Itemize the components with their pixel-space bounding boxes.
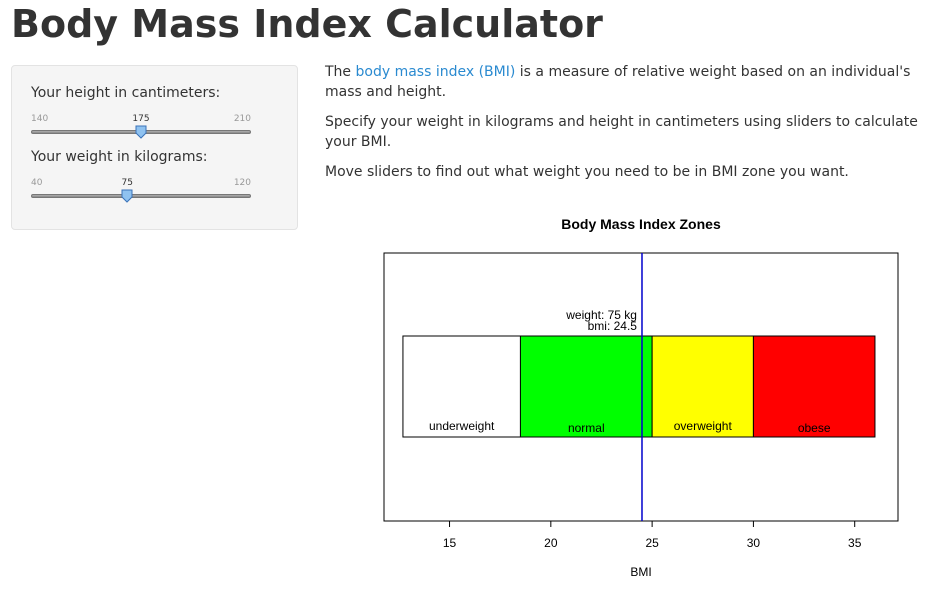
weight-slider[interactable]: 40 75 120: [31, 178, 251, 218]
sidebar-panel: Your height in cantimeters: 140 175 210 …: [11, 65, 298, 230]
marker-bmi-label: bmi: 24.5: [588, 319, 638, 333]
instructions-paragraph: Specify your weight in kilograms and hei…: [325, 114, 918, 150]
zones-group: underweight normal overweight obese: [402, 335, 876, 438]
weight-max-label: 120: [233, 178, 251, 188]
bmi-zones-chart: Body Mass Index Zones underweight normal o…: [383, 216, 899, 579]
x-axis: 15 20 25 30 35: [443, 521, 862, 550]
bmi-link[interactable]: body mass index (BMI): [355, 64, 516, 80]
zone-label-underweight: underweight: [429, 419, 495, 433]
height-slider[interactable]: 140 175 210: [31, 114, 251, 154]
x-axis-label: BMI: [630, 565, 651, 579]
zone-obese: [752, 335, 876, 438]
weight-min-label: 40: [31, 178, 43, 188]
weight-slider-track[interactable]: [31, 194, 251, 198]
hint-paragraph: Move sliders to find out what weight you…: [325, 164, 849, 180]
height-min-label: 140: [31, 114, 49, 124]
height-slider-handle[interactable]: [135, 125, 147, 139]
intro-prefix: The: [325, 64, 356, 80]
x-tick-label-35: 35: [848, 536, 862, 550]
chart-title: Body Mass Index Zones: [561, 216, 721, 232]
marker-weight-label: weight: 75 kg: [565, 308, 637, 322]
x-tick-label-15: 15: [443, 536, 457, 550]
zone-label-obese: obese: [798, 421, 831, 435]
height-value-label: 175: [132, 114, 150, 124]
description: The body mass index (BMI) is a measure o…: [325, 62, 925, 192]
app-title: Body Mass Index Calculator: [11, 2, 603, 46]
zone-underweight: [402, 335, 521, 438]
weight-slider-handle[interactable]: [121, 189, 133, 203]
plot-frame: [383, 252, 899, 522]
x-tick-label-30: 30: [747, 536, 761, 550]
height-max-label: 210: [233, 114, 251, 124]
height-label: Your height in cantimeters:: [31, 85, 221, 101]
zone-label-overweight: overweight: [674, 419, 733, 433]
weight-value-label: 75: [121, 178, 133, 188]
x-tick-label-25: 25: [645, 536, 659, 550]
zone-overweight: [651, 335, 754, 438]
intro-paragraph: The body mass index (BMI) is a measure o…: [325, 62, 925, 102]
zone-label-normal: normal: [568, 421, 605, 435]
zone-normal: [519, 335, 653, 438]
intro-suffix: is a measure of relative weight based on…: [325, 64, 911, 100]
x-tick-label-20: 20: [544, 536, 558, 550]
weight-label: Your weight in kilograms:: [31, 149, 208, 165]
